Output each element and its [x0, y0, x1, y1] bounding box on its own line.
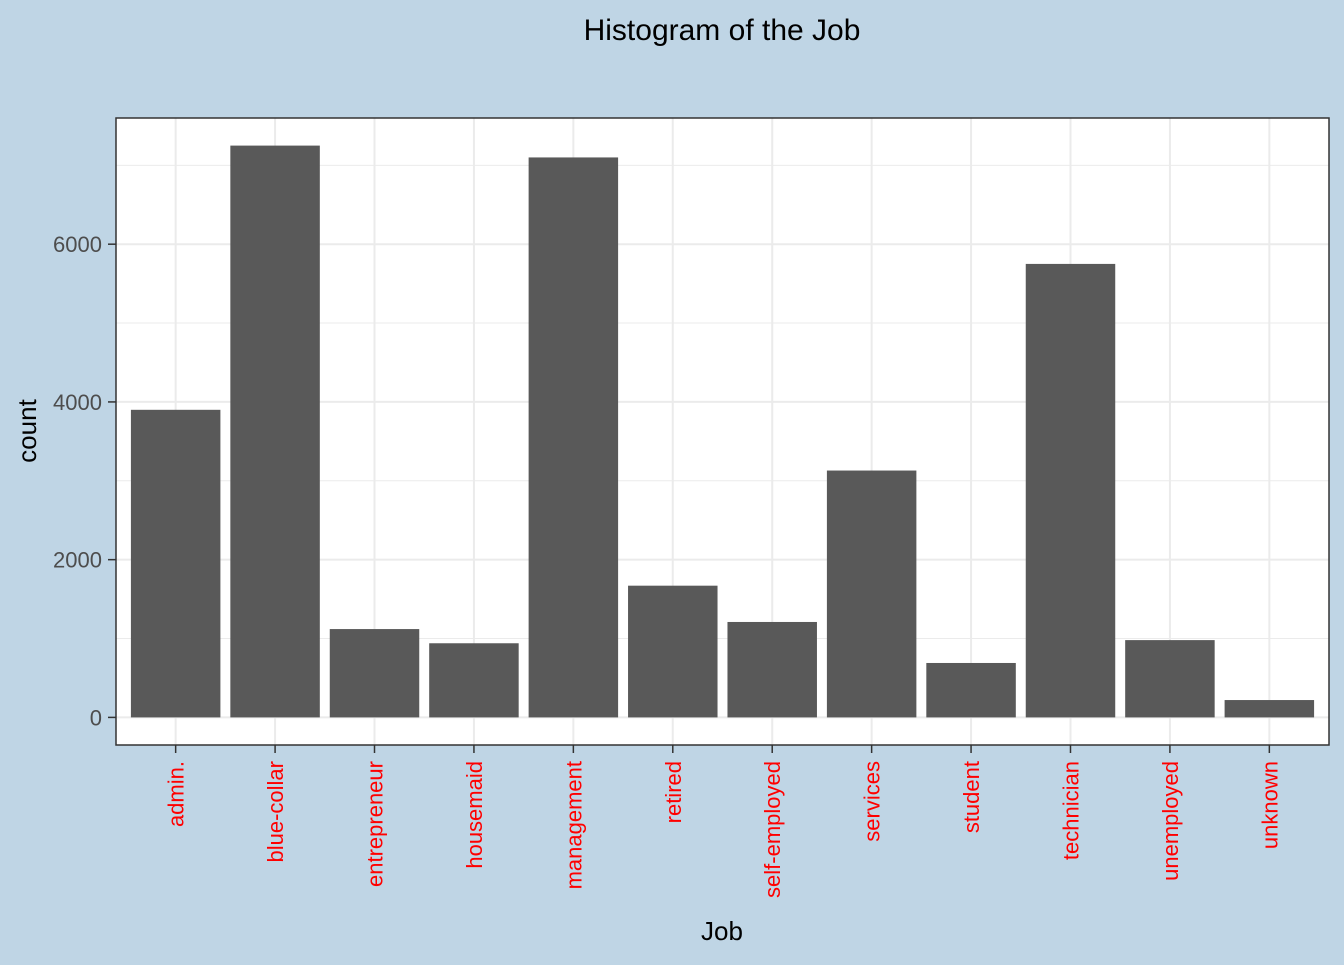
- x-tick-label: services: [860, 761, 885, 842]
- y-tick-label: 6000: [53, 232, 102, 257]
- bar-student: [926, 662, 1016, 718]
- x-axis-label: Job: [701, 916, 743, 946]
- x-tick-label: blue-collar: [263, 761, 288, 863]
- plot-panel-border: [115, 117, 1330, 746]
- bar-blue-collar: [230, 145, 320, 718]
- bar-admin: [130, 409, 221, 718]
- x-tick-label: housemaid: [462, 761, 487, 869]
- bar-services: [826, 470, 917, 718]
- x-axis: admin. blue-collar entrepreneur housemaid ma…: [164, 745, 1282, 898]
- y-tick-label: 4000: [53, 390, 102, 415]
- y-axis-label: count: [12, 398, 42, 462]
- bar-technician: [1025, 263, 1116, 718]
- x-tick-label: admin.: [164, 761, 189, 827]
- y-tick-label: 2000: [53, 548, 102, 573]
- x-tick-label: unemployed: [1158, 761, 1183, 881]
- x-tick-label: self-employed: [760, 761, 785, 898]
- x-tick-label: student: [959, 761, 984, 833]
- bar-unknown: [1224, 700, 1315, 718]
- x-tick-label: unknown: [1257, 761, 1282, 849]
- x-tick-label: retired: [661, 761, 686, 823]
- x-tick-label: technician: [1058, 761, 1083, 860]
- bar-self-employed: [727, 621, 817, 718]
- bar-housemaid: [429, 643, 519, 718]
- chart-title: Histogram of the Job: [584, 14, 861, 47]
- bar-unemployed: [1125, 640, 1215, 718]
- bar-entrepreneur: [329, 629, 420, 718]
- bar-retired: [628, 585, 718, 718]
- bar-management: [528, 157, 619, 718]
- x-tick-label: management: [561, 761, 586, 889]
- bars: [130, 145, 1315, 718]
- y-tick-label: 0: [90, 705, 102, 730]
- x-tick-label: entrepreneur: [363, 761, 388, 887]
- y-axis: 0 2000 4000 6000: [53, 232, 116, 730]
